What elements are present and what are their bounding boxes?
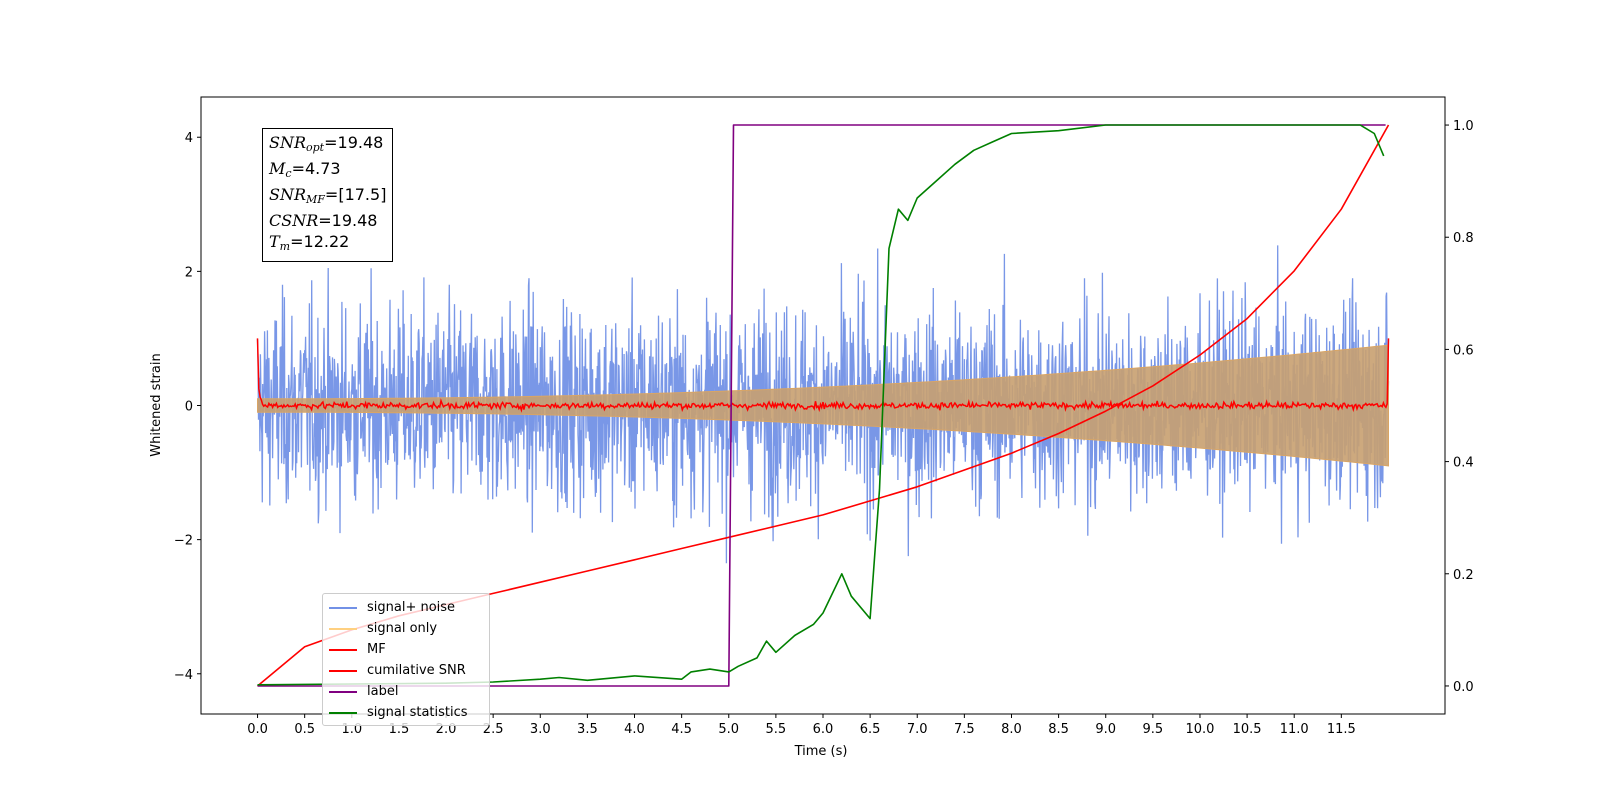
- tm-row: Tm=12.22: [269, 232, 350, 253]
- y-axis-left: 4 2 0 −2 −4: [174, 131, 201, 683]
- x-tick-label: 7.0: [907, 722, 928, 737]
- x-axis-title: Time (s): [794, 744, 848, 759]
- legend-swatch-cumulative-snr: [329, 669, 357, 672]
- series-signal-statistics: [257, 124, 1385, 686]
- legend-swatch-signal-only: [329, 627, 357, 630]
- y-left-tick-label: −2: [174, 534, 193, 549]
- x-tick-label: 4.5: [671, 722, 692, 737]
- x-tick-label: 5.0: [718, 722, 739, 737]
- legend-swatch-signal-statistics: [329, 711, 357, 714]
- y-right-tick-label: 0.0: [1453, 680, 1474, 695]
- y-right-tick-label: 0.2: [1453, 568, 1474, 583]
- legend-item-signal-noise: signal+ noise: [329, 597, 485, 618]
- x-tick-label: 5.5: [766, 722, 787, 737]
- x-axis: 0.0 0.5 1.0 1.5 2.0 2.5 3.0 3.5 4.0 4.5 5.0 5.5 6.0 6…: [247, 714, 1356, 737]
- y-left-tick-label: 4: [185, 131, 193, 146]
- legend-item-cumulative-snr: cumilative SNR: [329, 660, 485, 681]
- legend-item-label: label: [329, 681, 485, 702]
- x-tick-label: 3.5: [577, 722, 598, 737]
- series-label: [257, 124, 1386, 687]
- series-mf: [256, 338, 1390, 413]
- legend-swatch-mf: [329, 648, 357, 651]
- x-tick-label: 0.5: [294, 722, 315, 737]
- x-tick-label: 3.0: [530, 722, 551, 737]
- y-right-tick-label: 0.8: [1453, 231, 1474, 246]
- y-left-tick-label: −4: [174, 668, 193, 683]
- y-right-tick-label: 0.4: [1453, 456, 1474, 471]
- x-tick-label: 4.0: [624, 722, 645, 737]
- y-right-tick-label: 1.0: [1453, 119, 1474, 134]
- legend-item-mf: MF: [329, 639, 485, 660]
- x-tick-label: 6.0: [813, 722, 834, 737]
- csnr-row: CSNR=19.48: [269, 211, 378, 230]
- legend-swatch-label: [329, 690, 357, 693]
- y-axis-right: 1.0 0.8 0.6 0.4 0.2 0.0: [1445, 119, 1474, 695]
- x-tick-label: 9.5: [1143, 722, 1164, 737]
- legend-item-signal-statistics: signal statistics: [329, 702, 485, 723]
- x-tick-label: 9.0: [1095, 722, 1116, 737]
- y-right-tick-label: 0.6: [1453, 343, 1474, 358]
- x-tick-label: 10.0: [1185, 722, 1214, 737]
- x-tick-label: 6.5: [860, 722, 881, 737]
- series-signal-noise: [256, 245, 1390, 564]
- x-tick-label: 0.0: [247, 722, 268, 737]
- legend-swatch-signal-noise: [329, 606, 357, 609]
- snr-mf-row: SNRMF=[17.5]: [269, 185, 387, 206]
- x-tick-label: 11.0: [1280, 722, 1309, 737]
- x-tick-label: 10.5: [1233, 722, 1262, 737]
- stats-annotation-box: SNRopt=19.48 Mc=4.73 SNRMF=[17.5] CSNR=1…: [262, 128, 394, 262]
- mc-row: Mc=4.73: [269, 159, 341, 180]
- snr-opt-row: SNRopt=19.48: [269, 133, 384, 154]
- y-left-tick-label: 2: [185, 265, 193, 280]
- x-tick-label: 11.5: [1327, 722, 1356, 737]
- x-tick-label: 7.5: [954, 722, 975, 737]
- y-axis-title: Whitened strain: [149, 353, 164, 456]
- legend-item-signal-only: signal only: [329, 618, 485, 639]
- y-left-tick-label: 0: [185, 400, 193, 415]
- x-tick-label: 8.0: [1001, 722, 1022, 737]
- legend: signal+ noise signal only MF cumilative …: [322, 593, 490, 726]
- x-tick-label: 8.5: [1048, 722, 1069, 737]
